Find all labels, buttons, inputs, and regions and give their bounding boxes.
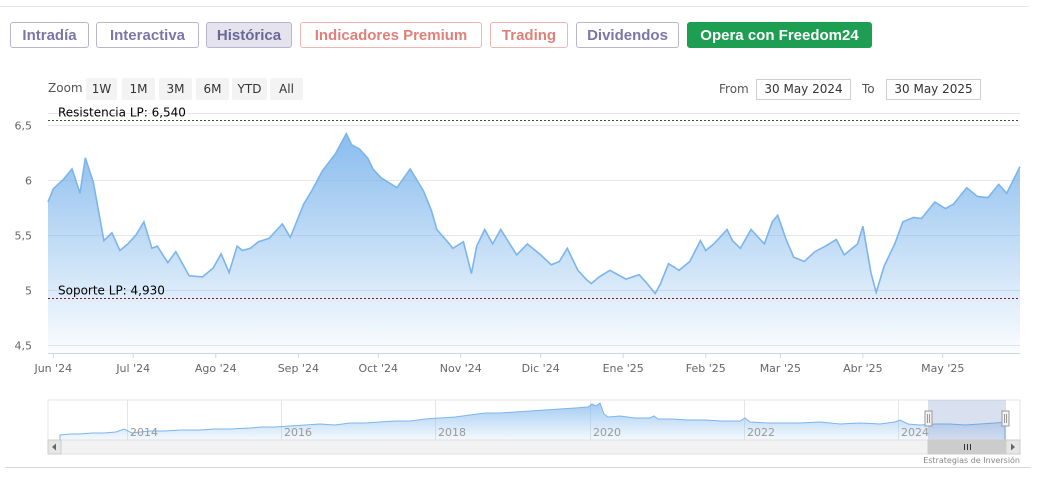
y-tick-label: 5 <box>25 285 32 298</box>
navigator-year-labels: 2014 2016 2018 2020 2022 2024 <box>130 426 929 439</box>
tab-trading[interactable]: Trading <box>490 22 568 48</box>
tab-indicadores-premium[interactable]: Indicadores Premium <box>300 22 482 48</box>
tab-interactiva[interactable]: Interactiva <box>96 22 199 48</box>
top-divider <box>0 6 1029 7</box>
zoom-ytd-button[interactable]: YTD <box>232 78 267 100</box>
x-tick-label: Ago '24 <box>195 362 237 375</box>
zoom-3m-button[interactable]: 3M <box>159 78 192 100</box>
y-tick-label: 6 <box>25 175 32 188</box>
tab-historica[interactable]: Histórica <box>206 22 292 48</box>
y-tick-label: 5,5 <box>15 230 33 243</box>
navigator-year-label: 2018 <box>438 426 466 439</box>
navigator-year-label: 2016 <box>284 426 312 439</box>
navigator-year-label: 2024 <box>901 426 929 439</box>
y-axis-labels: 6,5 6 5,5 5 4,5 <box>15 120 33 353</box>
x-tick-label: May '25 <box>921 362 964 375</box>
x-tick-label: Jun '24 <box>33 362 72 375</box>
grip-handle-icon[interactable] <box>1001 410 1010 427</box>
annotation-label: Soporte LP: 4,930 <box>58 284 165 298</box>
zoom-all-button[interactable]: All <box>270 78 303 100</box>
toolbar-divider <box>48 113 1020 114</box>
navigator-year-label: 2014 <box>130 426 158 439</box>
to-date-input[interactable]: 30 May 2025 <box>886 79 981 100</box>
annotation-label: Resistencia LP: 6,540 <box>58 106 186 120</box>
x-tick-label: Abr '25 <box>843 362 883 375</box>
scrollbar-track[interactable] <box>47 439 1021 455</box>
grip-icon[interactable] <box>964 444 971 450</box>
arrow-right-icon[interactable] <box>1005 439 1021 455</box>
x-tick-label: Oct '24 <box>358 362 398 375</box>
navigator-series <box>59 402 1006 441</box>
zoom-6m-button[interactable]: 6M <box>196 78 229 100</box>
x-axis-labels: Jun '24 Jul '24 Ago '24 Sep '24 Oct '24 Nov '… <box>33 353 964 375</box>
y-tick-label: 4,5 <box>15 340 33 353</box>
support-resistance-lines: Resistencia LP: 6,540 Soporte LP: 4,930 <box>48 106 1020 299</box>
tab-dividendos[interactable]: Dividendos <box>576 22 679 48</box>
zoom-1w-button[interactable]: 1W <box>86 78 117 100</box>
x-tick-label: Dic '24 <box>522 362 560 375</box>
x-tick-label: Mar '25 <box>760 362 801 375</box>
navigator-selection[interactable] <box>928 400 1006 440</box>
x-tick-label: Jul '24 <box>115 362 150 375</box>
y-tick-label: 6,5 <box>15 120 33 133</box>
grip-handle-icon[interactable] <box>924 410 933 427</box>
price-line <box>47 131 1021 296</box>
navigator-year-label: 2020 <box>593 426 621 439</box>
x-tick-label: Nov '24 <box>440 362 482 375</box>
zoom-label: Zoom <box>48 81 83 95</box>
price-area <box>48 133 1020 353</box>
x-tick-label: Ene '25 <box>603 362 644 375</box>
from-label: From <box>719 82 749 96</box>
tab-intradia[interactable]: Intradía <box>10 22 89 48</box>
credits-text[interactable]: Estrategias de Inversión <box>923 456 1020 465</box>
zoom-1m-button[interactable]: 1M <box>122 78 155 100</box>
navigator[interactable]: 2014 2016 2018 2020 2022 2024 <box>0 398 1037 458</box>
opera-con-freedom24-button[interactable]: Opera con Freedom24 <box>687 22 872 48</box>
x-tick-label: Feb '25 <box>686 362 726 375</box>
arrow-left-icon[interactable] <box>47 439 62 455</box>
x-tick-label: Sep '24 <box>278 362 319 375</box>
from-date-input[interactable]: 30 May 2024 <box>756 79 851 100</box>
price-chart[interactable]: 6,5 6 5,5 5 4,5 Resistencia LP: 6,540 Soporte… <box>0 0 1037 392</box>
navigator-year-label: 2022 <box>747 426 775 439</box>
bottom-divider <box>5 467 1031 468</box>
to-label: To <box>862 82 875 96</box>
